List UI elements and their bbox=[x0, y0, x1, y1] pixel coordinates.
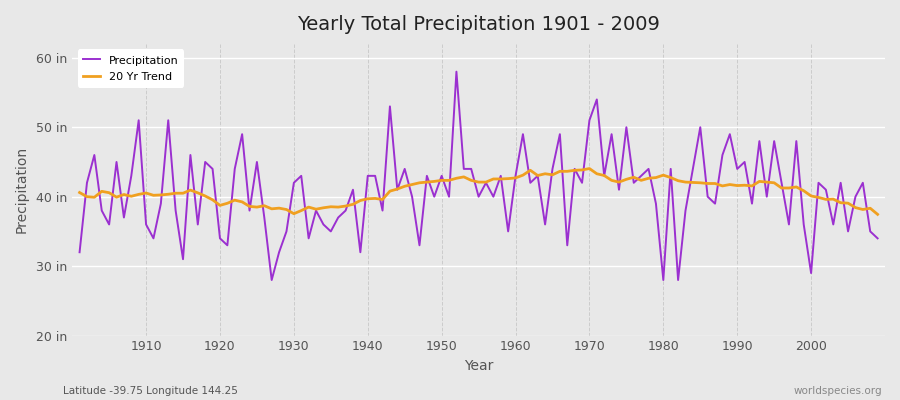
20 Yr Trend bbox=[510, 176, 521, 180]
Legend: Precipitation, 20 Yr Trend: Precipitation, 20 Yr Trend bbox=[77, 50, 184, 88]
Precipitation bbox=[614, 187, 625, 192]
20 Yr Trend bbox=[133, 192, 144, 197]
Line: Precipitation: Precipitation bbox=[79, 72, 878, 280]
20 Yr Trend bbox=[340, 204, 351, 208]
20 Yr Trend bbox=[584, 166, 595, 171]
Y-axis label: Precipitation: Precipitation bbox=[15, 146, 29, 233]
Precipitation bbox=[525, 180, 535, 185]
Precipitation bbox=[872, 236, 883, 241]
Text: Latitude -39.75 Longitude 144.25: Latitude -39.75 Longitude 144.25 bbox=[63, 386, 238, 396]
Precipitation bbox=[74, 250, 85, 255]
20 Yr Trend bbox=[74, 190, 85, 195]
Precipitation bbox=[518, 132, 528, 136]
Precipitation bbox=[451, 69, 462, 74]
Title: Yearly Total Precipitation 1901 - 2009: Yearly Total Precipitation 1901 - 2009 bbox=[297, 15, 660, 34]
20 Yr Trend bbox=[296, 208, 307, 213]
20 Yr Trend bbox=[503, 176, 514, 181]
20 Yr Trend bbox=[872, 212, 883, 217]
Precipitation bbox=[133, 118, 144, 123]
Line: 20 Yr Trend: 20 Yr Trend bbox=[79, 168, 878, 214]
X-axis label: Year: Year bbox=[464, 359, 493, 373]
Text: worldspecies.org: worldspecies.org bbox=[794, 386, 882, 396]
Precipitation bbox=[266, 278, 277, 282]
Precipitation bbox=[303, 236, 314, 241]
Precipitation bbox=[347, 187, 358, 192]
20 Yr Trend bbox=[607, 178, 617, 183]
